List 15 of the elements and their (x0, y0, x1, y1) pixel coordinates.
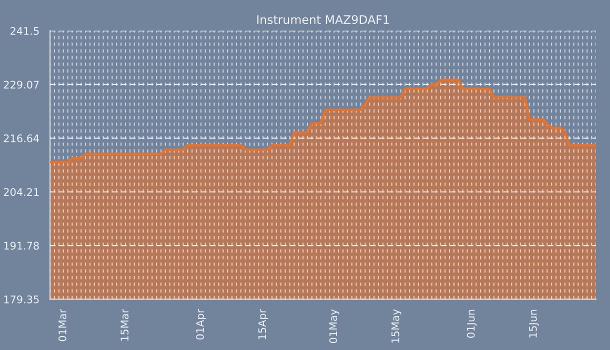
x-tick-label: 15May (392, 309, 402, 343)
y-tick-label: 216.64 (4, 134, 40, 142)
y-tick-label: 179.35 (4, 295, 39, 304)
x-tick-label: 01Jun (466, 310, 477, 338)
x-tick-label: 01Apr (196, 308, 206, 340)
x-tick-label: 01May (329, 309, 340, 344)
y-tick-label: 241.5 (10, 27, 39, 35)
y-tick-label: 191.78 (4, 242, 39, 250)
chart-title: Instrument MAZ9DAF1 (257, 15, 389, 24)
y-tick-label: 204.21 (4, 188, 39, 196)
x-tick-label: 15Mar (120, 308, 128, 341)
x-tick-label: 15Jun (529, 310, 539, 338)
y-tick-label: 229.07 (4, 80, 39, 89)
x-tick-label: 15Apr (258, 308, 268, 340)
x-tick-label: 01Mar (58, 308, 66, 342)
